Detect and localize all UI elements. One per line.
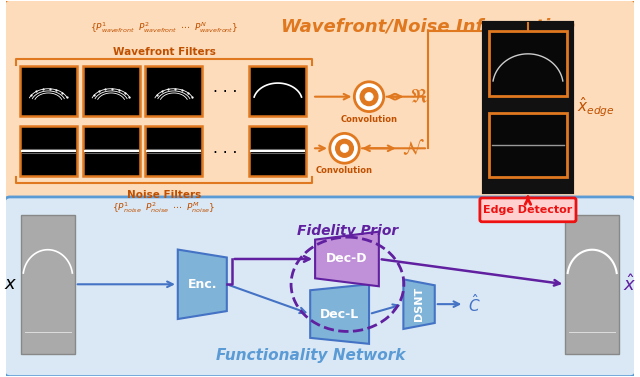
Text: $\mathfrak{R}$: $\mathfrak{R}$ <box>410 87 428 106</box>
FancyBboxPatch shape <box>4 0 636 202</box>
Text: DSNT: DSNT <box>414 287 424 321</box>
FancyBboxPatch shape <box>484 23 572 192</box>
Text: · · ·: · · · <box>212 146 237 161</box>
FancyBboxPatch shape <box>20 126 77 176</box>
FancyBboxPatch shape <box>4 197 636 377</box>
FancyBboxPatch shape <box>20 66 77 115</box>
Text: Dec-L: Dec-L <box>320 308 359 320</box>
Text: $x$: $x$ <box>4 275 17 293</box>
FancyBboxPatch shape <box>250 66 307 115</box>
Text: Noise Filters: Noise Filters <box>127 190 201 200</box>
FancyBboxPatch shape <box>489 113 567 177</box>
FancyBboxPatch shape <box>83 126 140 176</box>
Text: Enc.: Enc. <box>188 278 217 291</box>
Text: $\{P^1_{noise}\;\;P^2_{noise}\;\;\cdots\;\;P^M_{noise}\}$: $\{P^1_{noise}\;\;P^2_{noise}\;\;\cdots\… <box>113 200 216 215</box>
FancyBboxPatch shape <box>21 215 75 354</box>
Text: $\hat{C}$: $\hat{C}$ <box>468 293 481 315</box>
Circle shape <box>360 88 378 106</box>
Polygon shape <box>310 284 369 344</box>
FancyBboxPatch shape <box>145 126 202 176</box>
Text: Functionality Network: Functionality Network <box>216 348 405 363</box>
Text: $\{P^1_{wavefront}\;\;P^2_{wavefront}\;\;\cdots\;\;P^N_{wavefront}\}$: $\{P^1_{wavefront}\;\;P^2_{wavefront}\;\… <box>90 20 238 35</box>
Polygon shape <box>403 279 435 329</box>
Text: Dec-D: Dec-D <box>326 253 368 265</box>
FancyBboxPatch shape <box>145 66 202 115</box>
Polygon shape <box>178 250 227 319</box>
Text: $\hat{x}_{edge}$: $\hat{x}_{edge}$ <box>577 96 615 120</box>
Text: · · ·: · · · <box>212 85 237 100</box>
FancyBboxPatch shape <box>83 66 140 115</box>
FancyBboxPatch shape <box>250 126 307 176</box>
Circle shape <box>365 92 373 101</box>
Text: Wavefront/Noise Information: Wavefront/Noise Information <box>281 17 575 35</box>
Circle shape <box>330 133 359 163</box>
Circle shape <box>355 82 384 112</box>
Text: Fidelity Prior: Fidelity Prior <box>297 224 398 238</box>
Text: $\mathcal{N}$: $\mathcal{N}$ <box>403 138 425 158</box>
Circle shape <box>340 144 349 152</box>
Text: $\hat{x}$: $\hat{x}$ <box>623 274 636 295</box>
Polygon shape <box>315 232 379 286</box>
Text: Convolution: Convolution <box>340 115 397 124</box>
FancyBboxPatch shape <box>489 31 567 96</box>
Text: Convolution: Convolution <box>316 166 373 175</box>
FancyBboxPatch shape <box>565 215 619 354</box>
FancyBboxPatch shape <box>480 198 576 222</box>
Circle shape <box>336 139 353 157</box>
Text: Edge Detector: Edge Detector <box>483 205 573 215</box>
Text: Wavefront Filters: Wavefront Filters <box>113 47 216 57</box>
